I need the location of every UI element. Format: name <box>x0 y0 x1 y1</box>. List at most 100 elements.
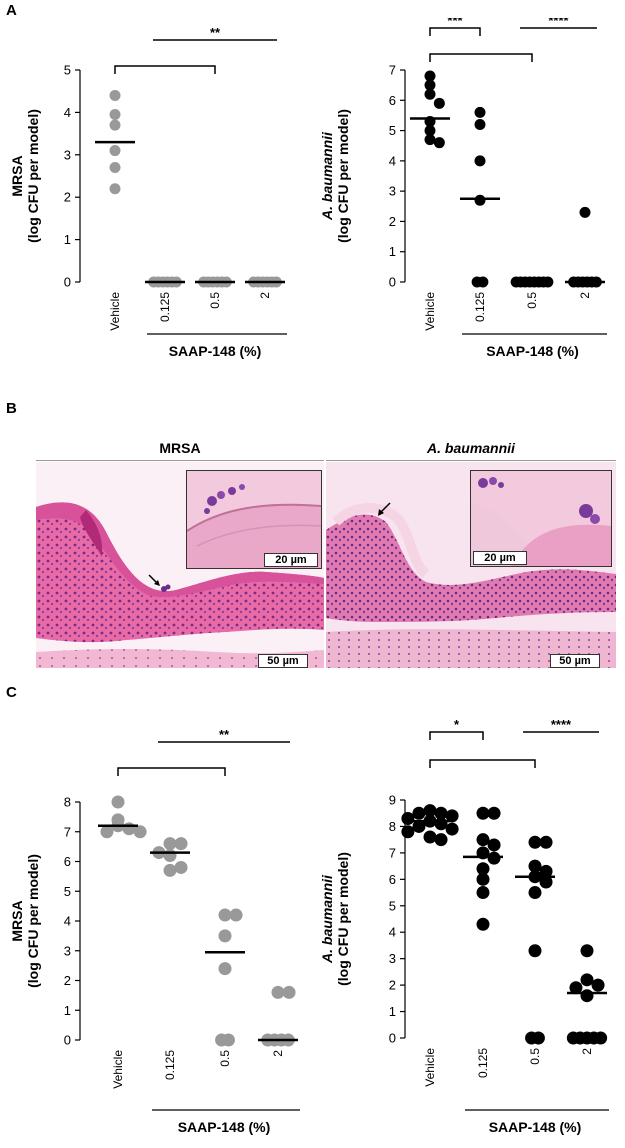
data-point <box>531 1031 545 1045</box>
chart-c-mrsa: 0 1 2 3 4 5 6 7 8 MRSA (log CFU per model) Vehicle 0… <box>9 727 300 1135</box>
group-label: SAAP-148 (%) <box>178 1119 271 1135</box>
y-tick-label: 7 <box>389 845 396 860</box>
significance-label: ** <box>210 25 221 40</box>
skin-section-mrsa <box>36 502 324 668</box>
data-point <box>445 822 459 836</box>
y-tick-label: 3 <box>389 184 396 199</box>
data-point <box>580 989 594 1003</box>
y-tick-label: 4 <box>64 914 71 929</box>
data-point <box>109 119 121 131</box>
y-axis-label: (log CFU per model) <box>25 109 41 243</box>
data-point <box>580 973 594 987</box>
y-tick-label: 6 <box>389 872 396 887</box>
y-tick-label: 2 <box>64 190 71 205</box>
data-point <box>476 806 490 820</box>
y-axis-label: MRSA <box>9 155 25 196</box>
y-tick-label: 9 <box>389 793 396 808</box>
scale-bar-inset-ab: 20 µm <box>473 551 527 565</box>
category-label: 2 <box>580 1048 594 1055</box>
significance-label: **** <box>548 18 569 28</box>
y-axis-label: (log CFU per model) <box>335 852 351 986</box>
y-tick-label: 2 <box>64 973 71 988</box>
data-point <box>569 981 583 995</box>
group-label: SAAP-148 (%) <box>486 343 579 359</box>
data-point <box>424 70 436 82</box>
category-label: 0.5 <box>218 1050 232 1067</box>
data-point <box>109 145 121 157</box>
data-point <box>174 860 188 874</box>
y-tick-label: 5 <box>64 884 71 899</box>
data-point <box>271 985 285 999</box>
category-label: 0.5 <box>208 292 222 309</box>
y-tick-label: 3 <box>389 951 396 966</box>
significance-bracket <box>429 731 484 740</box>
y-tick-label: 1 <box>64 1003 71 1018</box>
category-label: Vehicle <box>423 1048 437 1087</box>
data-point <box>133 825 147 839</box>
data-point <box>434 833 448 847</box>
data-point <box>433 97 445 109</box>
data-point <box>163 863 177 877</box>
data-point <box>221 1033 235 1047</box>
y-axis-label: MRSA <box>9 900 25 941</box>
data-point <box>474 106 486 118</box>
data-point <box>434 806 448 820</box>
y-tick-label: 5 <box>389 898 396 913</box>
data-point <box>412 819 426 833</box>
data-point <box>445 809 459 823</box>
inset-image-mrsa: 20 µm <box>186 470 322 569</box>
significance-bracket <box>429 759 536 768</box>
category-label: 0.5 <box>525 292 539 309</box>
scale-bar-inset-mrsa: 20 µm <box>264 553 318 567</box>
significance-bracket <box>429 27 481 36</box>
data-point <box>487 838 501 852</box>
data-point <box>122 822 136 836</box>
significance-label: ** <box>219 727 230 742</box>
data-point <box>528 944 542 958</box>
arrow-icon-mrsa <box>148 574 160 586</box>
data-point <box>282 985 296 999</box>
data-point <box>476 886 490 900</box>
inset-mrsa-detail <box>187 484 321 568</box>
y-tick-label: 6 <box>389 93 396 108</box>
scale-bar-ab: 50 µm <box>550 654 600 668</box>
category-label: Vehicle <box>111 1050 125 1089</box>
category-label: Vehicle <box>423 292 437 331</box>
data-point <box>539 875 553 889</box>
data-point <box>424 134 436 146</box>
data-point <box>477 276 489 288</box>
significance-label: * <box>454 720 460 732</box>
y-tick-label: 1 <box>389 1004 396 1019</box>
data-point <box>424 125 436 137</box>
data-point <box>401 812 415 826</box>
significance-bracket <box>429 53 533 62</box>
data-point <box>594 1031 608 1045</box>
y-tick-label: 0 <box>389 275 396 290</box>
group-label: SAAP-148 (%) <box>489 1119 582 1135</box>
title-rule-left <box>36 460 324 461</box>
data-point <box>109 162 121 174</box>
data-point <box>424 79 436 91</box>
significance-bracket <box>114 65 216 74</box>
panel-letter-a: A <box>6 2 17 19</box>
data-point <box>401 825 415 839</box>
data-point <box>487 851 501 865</box>
data-point <box>476 872 490 886</box>
y-tick-label: 8 <box>389 819 396 834</box>
data-point <box>433 137 445 149</box>
data-point <box>434 817 448 831</box>
category-label: 0.125 <box>473 292 487 322</box>
y-tick-label: 4 <box>389 153 396 168</box>
histology-title-mrsa: MRSA <box>159 440 201 456</box>
data-point <box>539 835 553 849</box>
data-point <box>580 944 594 958</box>
y-tick-label: 3 <box>64 147 71 162</box>
arrow-icon-ab <box>378 502 391 516</box>
y-tick-label: 4 <box>389 925 396 940</box>
category-label: 0.125 <box>163 1050 177 1080</box>
title-rule-right <box>326 460 616 461</box>
y-tick-label: 6 <box>64 854 71 869</box>
category-label: 0.125 <box>476 1048 490 1078</box>
group-label: SAAP-148 (%) <box>169 343 262 359</box>
chart-a-mrsa: 0 1 2 3 4 5 MRSA (log CFU per model) Vehicle 0.12… <box>9 25 287 359</box>
